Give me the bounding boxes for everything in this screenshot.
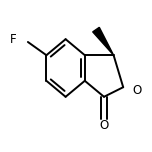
Polygon shape bbox=[93, 27, 114, 55]
Text: O: O bbox=[132, 84, 141, 97]
Text: O: O bbox=[99, 119, 109, 132]
Text: F: F bbox=[9, 33, 16, 46]
